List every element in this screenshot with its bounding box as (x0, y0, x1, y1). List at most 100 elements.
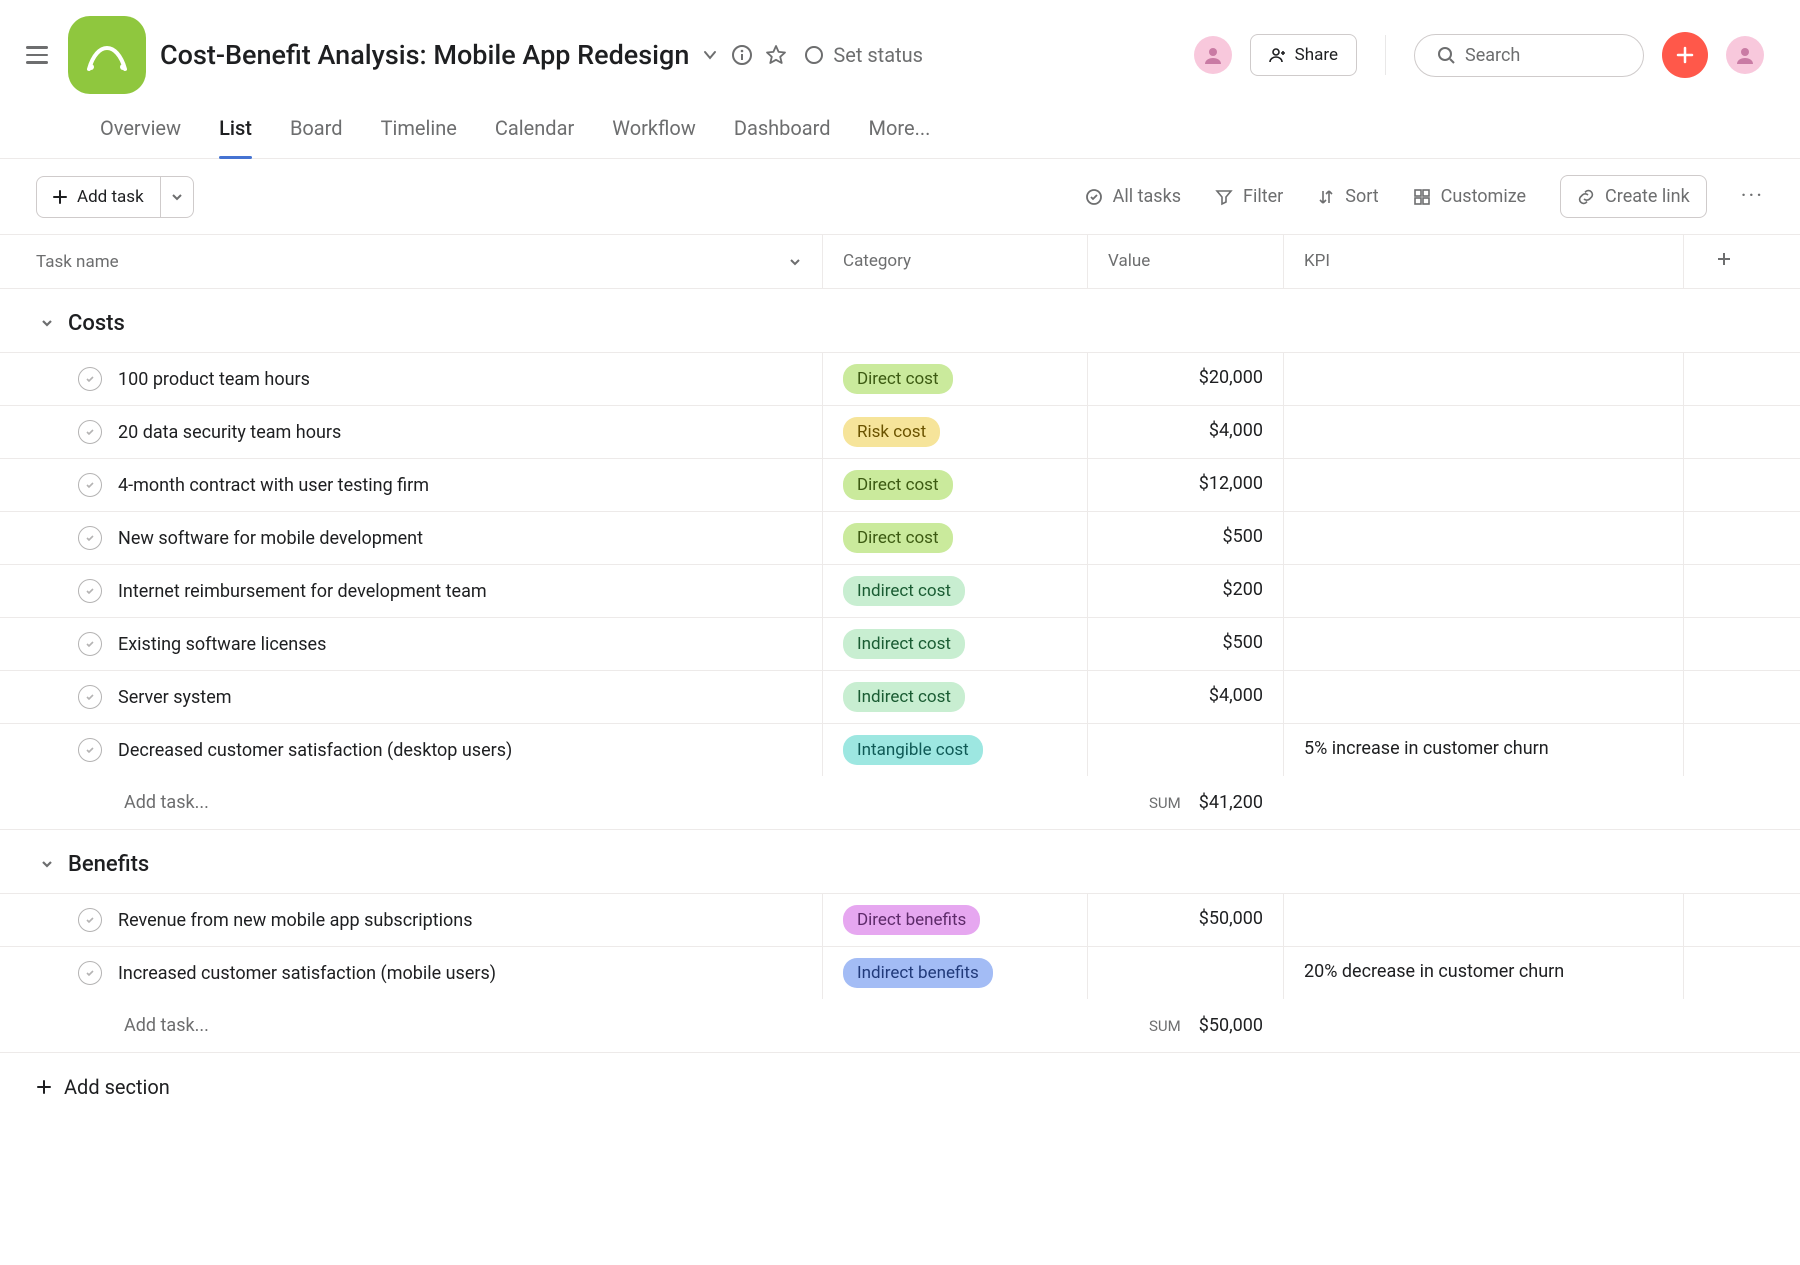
complete-toggle[interactable] (78, 579, 102, 603)
info-icon[interactable] (731, 44, 753, 66)
category-badge[interactable]: Direct cost (843, 470, 953, 500)
category-badge[interactable]: Risk cost (843, 417, 940, 447)
category-badge[interactable]: Indirect cost (843, 576, 965, 606)
value-cell[interactable]: $500 (1087, 618, 1283, 670)
collapse-icon[interactable] (40, 311, 54, 336)
filter-icon (1215, 188, 1233, 206)
table-row[interactable]: 4-month contract with user testing firm … (0, 458, 1800, 511)
task-name: Server system (118, 687, 232, 708)
set-status-button[interactable]: Set status (805, 43, 923, 67)
category-badge[interactable]: Indirect cost (843, 682, 965, 712)
tab-board[interactable]: Board (290, 102, 343, 158)
complete-toggle[interactable] (78, 685, 102, 709)
kpi-cell[interactable] (1283, 353, 1683, 405)
kpi-cell[interactable] (1283, 406, 1683, 458)
value-cell[interactable]: $20,000 (1087, 353, 1283, 405)
global-add-button[interactable] (1662, 32, 1708, 78)
set-status-label: Set status (833, 43, 923, 67)
add-task-dropdown[interactable] (161, 176, 194, 218)
all-tasks-button[interactable]: All tasks (1085, 186, 1181, 207)
sort-button[interactable]: Sort (1317, 186, 1378, 207)
chevron-down-icon[interactable] (788, 255, 802, 269)
task-name: 4-month contract with user testing firm (118, 475, 429, 496)
tab-dashboard[interactable]: Dashboard (734, 102, 831, 158)
tab-calendar[interactable]: Calendar (495, 102, 574, 158)
section-header[interactable]: Costs (0, 289, 1800, 352)
value-cell[interactable]: $4,000 (1087, 406, 1283, 458)
kpi-cell[interactable] (1283, 512, 1683, 564)
table-row[interactable]: Server system Indirect cost $4,000 (0, 670, 1800, 723)
customize-label: Customize (1441, 186, 1526, 207)
task-name: 20 data security team hours (118, 422, 341, 443)
add-section-button[interactable]: Add section (0, 1053, 1800, 1121)
value-cell[interactable]: $500 (1087, 512, 1283, 564)
more-actions-icon[interactable]: ··· (1741, 184, 1764, 209)
avatar[interactable] (1194, 36, 1232, 74)
status-dot-icon (805, 46, 823, 64)
filter-button[interactable]: Filter (1215, 186, 1283, 207)
add-task-inline[interactable]: Add task... (124, 1015, 209, 1036)
kpi-cell[interactable] (1283, 671, 1683, 723)
kpi-cell[interactable] (1283, 618, 1683, 670)
tab-overview[interactable]: Overview (100, 102, 181, 158)
task-name: Increased customer satisfaction (mobile … (118, 963, 496, 984)
category-badge[interactable]: Indirect benefits (843, 958, 993, 988)
tab-workflow[interactable]: Workflow (612, 102, 696, 158)
table-row[interactable]: Decreased customer satisfaction (desktop… (0, 723, 1800, 776)
create-link-button[interactable]: Create link (1560, 175, 1707, 218)
complete-toggle[interactable] (78, 908, 102, 932)
customize-button[interactable]: Customize (1413, 186, 1526, 207)
kpi-cell[interactable]: 5% increase in customer churn (1283, 724, 1683, 776)
value-cell[interactable]: $12,000 (1087, 459, 1283, 511)
table-row[interactable]: 20 data security team hours Risk cost $4… (0, 405, 1800, 458)
table-row[interactable]: Increased customer satisfaction (mobile … (0, 946, 1800, 999)
complete-toggle[interactable] (78, 632, 102, 656)
category-badge[interactable]: Intangible cost (843, 735, 983, 765)
category-badge[interactable]: Indirect cost (843, 629, 965, 659)
complete-toggle[interactable] (78, 420, 102, 444)
toolbar: Add task All tasks Filter Sort Customize… (0, 159, 1800, 234)
table-row[interactable]: 100 product team hours Direct cost $20,0… (0, 352, 1800, 405)
value-cell[interactable]: $4,000 (1087, 671, 1283, 723)
complete-toggle[interactable] (78, 738, 102, 762)
complete-toggle[interactable] (78, 526, 102, 550)
kpi-cell[interactable]: 20% decrease in customer churn (1283, 947, 1683, 999)
menu-icon[interactable] (20, 40, 54, 70)
complete-toggle[interactable] (78, 961, 102, 985)
user-avatar[interactable] (1726, 36, 1764, 74)
table-row[interactable]: Internet reimbursement for development t… (0, 564, 1800, 617)
add-task-inline[interactable]: Add task... (124, 792, 209, 813)
category-badge[interactable]: Direct benefits (843, 905, 980, 935)
complete-toggle[interactable] (78, 367, 102, 391)
tab-list[interactable]: List (219, 102, 252, 158)
add-task-button[interactable]: Add task (36, 176, 161, 218)
kpi-cell[interactable] (1283, 894, 1683, 946)
sort-icon (1317, 188, 1335, 206)
collapse-icon[interactable] (40, 852, 54, 877)
share-button[interactable]: Share (1250, 34, 1357, 76)
kpi-cell[interactable] (1283, 565, 1683, 617)
kpi-cell[interactable] (1283, 459, 1683, 511)
value-cell[interactable]: $50,000 (1087, 894, 1283, 946)
project-icon[interactable] (68, 16, 146, 94)
table-row[interactable]: Revenue from new mobile app subscription… (0, 893, 1800, 946)
value-cell[interactable] (1087, 724, 1283, 776)
value-cell[interactable] (1087, 947, 1283, 999)
search-input[interactable]: Search (1414, 34, 1644, 77)
add-section-label: Add section (64, 1075, 170, 1099)
table-row[interactable]: New software for mobile development Dire… (0, 511, 1800, 564)
star-icon[interactable] (765, 44, 787, 66)
value-cell[interactable]: $200 (1087, 565, 1283, 617)
complete-toggle[interactable] (78, 473, 102, 497)
tab-timeline[interactable]: Timeline (381, 102, 457, 158)
check-circle-icon (1085, 188, 1103, 206)
sum-value: $50,000 (1199, 1015, 1263, 1036)
category-badge[interactable]: Direct cost (843, 523, 953, 553)
tab-more[interactable]: More... (869, 102, 931, 158)
table-row[interactable]: Existing software licenses Indirect cost… (0, 617, 1800, 670)
add-column-button[interactable] (1683, 235, 1763, 288)
row-trailing-cell (1683, 512, 1763, 564)
title-chevron-icon[interactable] (701, 46, 719, 64)
category-badge[interactable]: Direct cost (843, 364, 953, 394)
section-header[interactable]: Benefits (0, 830, 1800, 893)
